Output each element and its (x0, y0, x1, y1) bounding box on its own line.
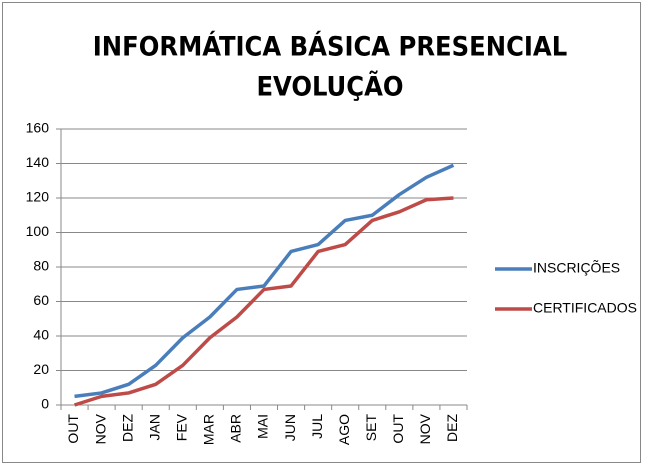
x-tick-label: SET (363, 414, 379, 442)
x-tick-label: NOV (417, 413, 433, 444)
y-tick-label: 60 (33, 292, 49, 308)
chart-title: EVOLUÇÃO (256, 71, 403, 103)
x-tick-label: MAI (255, 414, 271, 439)
y-tick-label: 100 (26, 223, 50, 239)
x-tick-label: JUL (309, 414, 325, 439)
y-tick-label: 40 (33, 327, 49, 343)
legend-label: INSCRIÇÕES (533, 260, 620, 276)
y-tick-label: 160 (26, 120, 50, 136)
x-tick-label: OUT (390, 414, 406, 444)
x-tick-label: FEV (174, 413, 190, 441)
chart-title: INFORMÁTICA BÁSICA PRESENCIAL (93, 31, 567, 63)
x-tick-label: JAN (146, 414, 162, 440)
x-tick-label: OUT (65, 414, 81, 444)
x-tick-label: AGO (336, 414, 352, 445)
y-tick-label: 80 (33, 258, 49, 274)
y-tick-label: 140 (26, 154, 50, 170)
x-tick-label: NOV (92, 413, 108, 444)
series-line (74, 196, 454, 407)
x-tick-label: MAR (201, 414, 217, 445)
x-tick-label: DEZ (444, 414, 460, 442)
series-line (74, 163, 455, 399)
x-tick-label: ABR (228, 414, 244, 443)
legend-label: CERTIFICADOS (533, 300, 637, 316)
y-tick-label: 0 (41, 396, 49, 412)
x-tick-label: DEZ (119, 414, 135, 442)
y-tick-label: 20 (33, 361, 49, 377)
x-tick-label: JUN (282, 414, 298, 441)
y-tick-label: 120 (26, 189, 50, 205)
